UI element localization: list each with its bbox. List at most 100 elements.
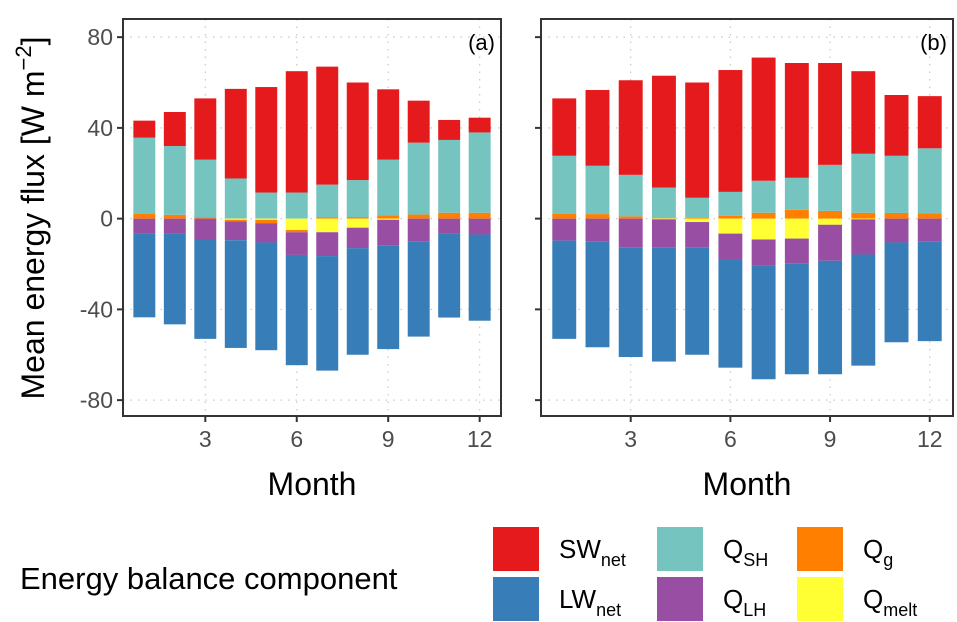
- bar-QSH-month-7: [751, 180, 776, 213]
- bar-QSH-month-6: [285, 192, 308, 219]
- bar-QSH-month-12: [917, 148, 942, 214]
- bar-Qg-month-8: [784, 209, 809, 219]
- bar-SWnet-month-4: [651, 75, 676, 188]
- x-tick-label: 3: [624, 426, 637, 452]
- bar-SWnet-month-1: [133, 120, 156, 138]
- bar-LWnet-month-11: [884, 242, 909, 343]
- bar-QLH-month-2: [163, 218, 186, 234]
- legend-label-Qmelt: Qmelt: [863, 584, 917, 620]
- bar-LWnet-month-9: [818, 260, 843, 375]
- x-axis-title: Month: [268, 466, 357, 502]
- bar-Qg-month-12: [917, 213, 942, 219]
- bar-Qmelt-month-4: [651, 218, 676, 220]
- bar-LWnet-month-9: [377, 245, 400, 350]
- legend-title: Energy balance component: [20, 561, 398, 596]
- bar-Qg-month-3: [194, 217, 217, 219]
- bar-QSH-month-9: [818, 164, 843, 211]
- bar-QLH-month-8: [346, 227, 369, 249]
- x-tick-label: 9: [382, 426, 395, 452]
- bar-LWnet-month-4: [224, 240, 247, 348]
- legend-label-QLH: QLH: [723, 584, 766, 620]
- bar-QSH-month-3: [194, 159, 217, 218]
- legend-label-LWnet: LWnet: [559, 584, 621, 620]
- bar-QSH-month-4: [224, 178, 247, 219]
- bar-Qmelt-month-9: [818, 218, 843, 225]
- bar-QLH-month-1: [133, 218, 156, 234]
- legend-label-QSH: QSH: [723, 534, 768, 570]
- bar-Qmelt-month-8: [346, 218, 369, 228]
- bar-LWnet-month-4: [651, 247, 676, 362]
- legend-label-Qg: Qg: [863, 534, 893, 570]
- panel-label: (a): [468, 30, 495, 55]
- bar-SWnet-month-2: [163, 112, 186, 147]
- bar-LWnet-month-5: [255, 242, 278, 351]
- bar-QLH-month-11: [884, 218, 909, 243]
- bar-SWnet-month-7: [316, 66, 339, 185]
- bar-LWnet-month-5: [685, 247, 710, 355]
- y-tick-label: 40: [87, 115, 113, 141]
- legend-swatch-LWnet: [493, 577, 539, 621]
- bar-SWnet-month-9: [818, 63, 843, 165]
- bar-SWnet-month-6: [718, 70, 743, 192]
- bar-SWnet-month-11: [438, 119, 461, 140]
- bar-SWnet-month-5: [685, 82, 710, 198]
- bar-QSH-month-5: [255, 192, 278, 219]
- bar-QLH-month-9: [377, 219, 400, 246]
- bar-LWnet-month-7: [751, 265, 776, 380]
- bar-LWnet-month-1: [552, 240, 577, 339]
- bar-Qmelt-month-7: [751, 218, 776, 240]
- bar-QLH-month-10: [851, 219, 876, 255]
- bar-SWnet-month-11: [884, 94, 909, 156]
- bar-QLH-month-4: [224, 221, 247, 241]
- bar-Qg-month-4: [224, 219, 247, 222]
- bar-SWnet-month-6: [285, 71, 308, 193]
- bar-QLH-month-6: [718, 233, 743, 260]
- bar-LWnet-month-2: [163, 233, 186, 325]
- bar-QSH-month-6: [718, 191, 743, 216]
- y-tick-label: -80: [80, 387, 113, 413]
- bar-SWnet-month-9: [377, 89, 400, 160]
- bar-LWnet-month-6: [718, 259, 743, 368]
- bar-QLH-month-12: [917, 218, 942, 242]
- bar-QSH-month-8: [346, 180, 369, 218]
- bar-QSH-month-4: [651, 187, 676, 219]
- legend-swatch-QLH: [657, 577, 703, 621]
- bar-LWnet-month-7: [316, 256, 339, 371]
- bar-SWnet-month-12: [917, 96, 942, 149]
- bar-Qmelt-month-10: [851, 218, 876, 220]
- bar-LWnet-month-3: [618, 247, 643, 358]
- x-tick-label: 3: [199, 426, 212, 452]
- legend-swatch-Qmelt: [797, 577, 843, 621]
- bar-QLH-month-5: [685, 222, 710, 248]
- bar-QLH-month-11: [438, 218, 461, 234]
- bar-Qg-month-5: [685, 217, 710, 219]
- bar-QLH-month-4: [651, 219, 676, 248]
- bar-Qg-month-6: [285, 229, 308, 233]
- y-tick-label: -40: [80, 296, 113, 322]
- bar-Qg-month-9: [818, 210, 843, 219]
- bar-Qg-month-6: [718, 215, 743, 219]
- bar-QSH-month-9: [377, 159, 400, 216]
- bar-QLH-month-2: [585, 218, 610, 242]
- bar-LWnet-month-1: [133, 233, 156, 318]
- legend-swatch-SWnet: [493, 527, 539, 571]
- panel-label: (b): [920, 30, 947, 55]
- bar-Qg-month-5: [255, 219, 278, 224]
- bar-SWnet-month-10: [851, 71, 876, 154]
- bar-QSH-month-10: [851, 153, 876, 213]
- x-tick-label: 9: [824, 426, 837, 452]
- panel-border: [122, 18, 502, 417]
- bar-LWnet-month-12: [917, 241, 942, 342]
- bar-QSH-month-12: [468, 132, 491, 213]
- bar-QSH-month-5: [685, 197, 710, 218]
- bar-Qmelt-month-8: [784, 218, 809, 239]
- bar-Qg-month-7: [316, 217, 339, 219]
- panel-a: 80 40 0 -40 -80 3 6 9 12 Month (a): [80, 18, 502, 502]
- bar-SWnet-month-3: [194, 98, 217, 160]
- bar-LWnet-month-8: [346, 248, 369, 355]
- bar-QSH-month-1: [133, 137, 156, 214]
- bar-LWnet-month-12: [468, 234, 491, 321]
- bar-QLH-month-3: [194, 218, 217, 240]
- bar-LWnet-month-10: [407, 241, 430, 337]
